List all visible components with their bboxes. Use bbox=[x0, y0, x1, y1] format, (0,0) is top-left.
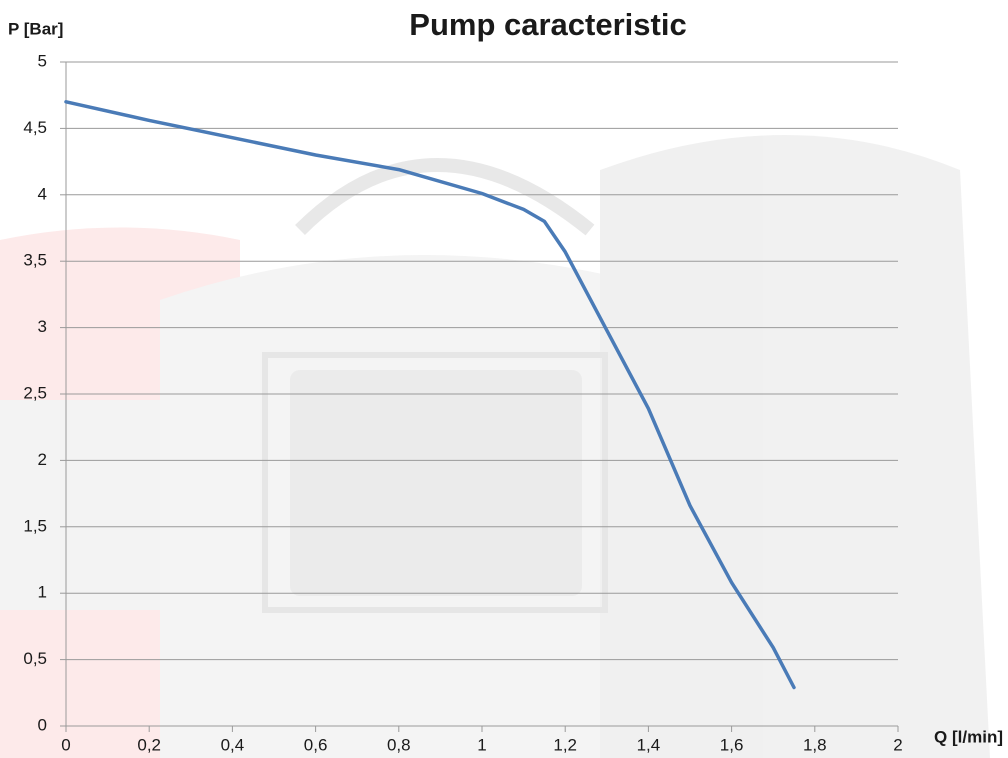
x-tick-label: 0,2 bbox=[137, 735, 161, 754]
x-tick-label: 0 bbox=[61, 735, 70, 754]
x-tick-label: 1,4 bbox=[637, 735, 661, 754]
chart-title: Pump caracteristic bbox=[409, 7, 686, 42]
x-tick-label: 0,6 bbox=[304, 735, 328, 754]
chart: Pump caracteristic P [Bar] Q [l/min] 0 0,… bbox=[0, 0, 1008, 758]
y-tick-label: 5 bbox=[38, 51, 47, 70]
y-tick-label: 3,5 bbox=[23, 251, 47, 270]
y-tick-label: 2 bbox=[38, 450, 47, 469]
y-tick-label: 4,5 bbox=[23, 118, 47, 137]
x-tick-label: 1,8 bbox=[803, 735, 827, 754]
y-tick-label: 0,5 bbox=[23, 649, 47, 668]
x-tick-label: 1 bbox=[477, 735, 486, 754]
x-tick-label: 1,6 bbox=[720, 735, 744, 754]
x-tick-label: 2 bbox=[893, 735, 902, 754]
x-tick-label: 1,2 bbox=[553, 735, 577, 754]
x-tick-label: 0,4 bbox=[221, 735, 245, 754]
y-tick-label: 1,5 bbox=[23, 516, 47, 535]
watermark bbox=[0, 135, 990, 758]
y-axis-title: P [Bar] bbox=[8, 19, 63, 38]
y-tick-label: 1 bbox=[38, 583, 47, 602]
y-tick-label: 4 bbox=[38, 184, 47, 203]
y-tick-label: 3 bbox=[38, 317, 47, 336]
x-axis-title: Q [l/min] bbox=[934, 727, 1003, 746]
y-tick-label: 0 bbox=[38, 715, 47, 734]
y-tick-label: 2,5 bbox=[23, 383, 47, 402]
x-tick-label: 0,8 bbox=[387, 735, 411, 754]
